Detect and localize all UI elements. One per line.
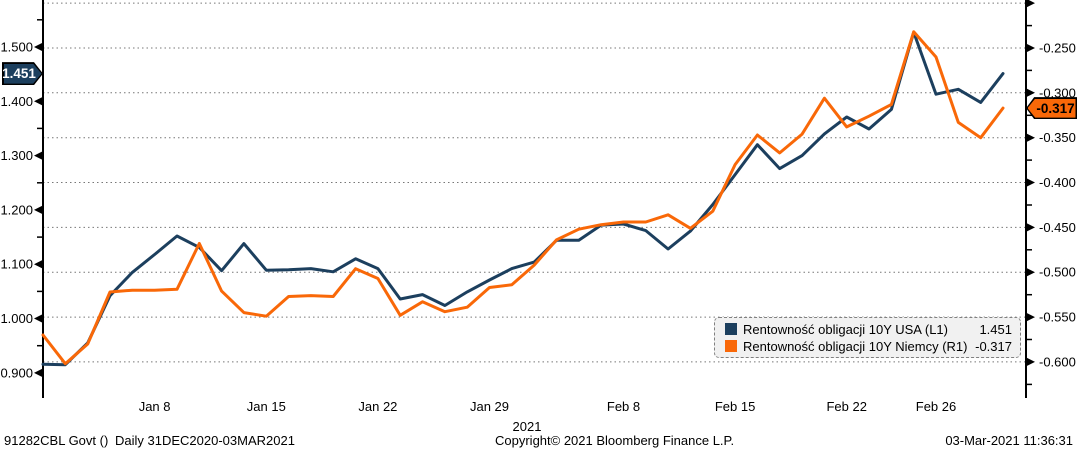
right-axis-tick-arrow-icon <box>1027 44 1035 52</box>
last-value-badge-germany: -0.317 <box>1026 97 1077 120</box>
right-axis-tick-label: -0.350 <box>1039 130 1076 145</box>
badge-germany-fill <box>1027 98 1076 118</box>
x-axis-tick-label: Feb 8 <box>607 399 640 414</box>
right-axis-tick-label: -0.600 <box>1039 354 1076 369</box>
period-range: Daily 31DEC2020-03MAR2021 <box>115 433 295 448</box>
badge-usa-fill <box>3 63 42 84</box>
badge-germany-value: -0.317 <box>1036 100 1075 116</box>
legend-value-germany: -0.317 <box>975 338 1012 354</box>
x-axis-tick-label: Feb 22 <box>826 399 866 414</box>
left-axis-tick-arrow-icon <box>34 43 42 51</box>
copyright-text: Copyright© 2021 Bloomberg Finance L.P. <box>495 433 735 448</box>
right-axis-tick-arrow-icon <box>1027 88 1035 97</box>
left-axis-tick-label: 1.300 <box>0 148 33 163</box>
last-value-badge-usa: 1.451 <box>2 62 43 86</box>
germany-series-swatch-icon <box>725 340 737 352</box>
right-axis-tick-arrow-icon <box>1027 178 1035 187</box>
x-axis-year-label: 2021 <box>512 419 542 434</box>
right-axis-tick-arrow-icon <box>1027 268 1035 277</box>
left-axis-tick-label: 1.000 <box>0 311 33 326</box>
legend: Rentowność obligacji 10Y USA (L1) 1.451 … <box>714 317 1021 358</box>
left-axis-tick-arrow-icon <box>34 151 42 160</box>
x-axis-tick-label: Feb 26 <box>916 399 956 414</box>
x-axis-tick-label: Jan 22 <box>358 399 397 414</box>
x-axis-tick-label: Jan 15 <box>247 399 286 414</box>
right-axis-tick-label: -0.450 <box>1039 220 1076 235</box>
right-axis-tick-arrow-icon <box>1027 357 1035 366</box>
right-axis-tick-label: -0.300 <box>1039 85 1076 100</box>
legend-label-germany: Rentowność obligacji 10Y Niemcy (R1) <box>743 338 968 354</box>
x-axis-tick-label: Jan 8 <box>139 399 171 414</box>
left-axis-tick-label: 0.900 <box>0 365 33 380</box>
left-axis-tick-arrow-icon <box>34 368 42 377</box>
right-axis-tick-label: -0.400 <box>1039 175 1076 190</box>
left-axis-tick-arrow-icon <box>34 260 42 269</box>
left-axis-tick-label: 1.100 <box>0 257 33 272</box>
right-axis-tick-arrow-icon <box>1027 0 1035 8</box>
x-axis-tick-label: Jan 29 <box>470 399 509 414</box>
series-line-germany <box>41 30 1005 366</box>
legend-item-germany[interactable]: Rentowność obligacji 10Y Niemcy (R1) -0.… <box>725 338 1012 355</box>
series-line-usa <box>41 30 1005 367</box>
right-axis-tick-arrow-icon <box>1027 313 1035 322</box>
left-axis-tick-arrow-icon <box>34 97 42 106</box>
legend-value-usa: 1.451 <box>979 321 1012 337</box>
security-id: 91282CBL Govt () <box>4 433 109 448</box>
right-axis-tick-arrow-icon <box>1027 223 1035 232</box>
timestamp: 03-Mar-2021 11:36:31 <box>945 433 1073 448</box>
left-axis-tick-label: 1.400 <box>0 94 33 109</box>
usa-series-swatch-icon <box>725 323 737 335</box>
right-axis-tick-label: -0.250 <box>1039 41 1076 56</box>
right-axis-tick-arrow-icon <box>1027 133 1035 142</box>
left-axis-tick-label: 1.200 <box>0 202 33 217</box>
footer-bar: 91282CBL Govt () Daily 31DEC2020-03MAR20… <box>0 433 1077 452</box>
left-axis-tick-arrow-icon <box>34 314 42 323</box>
right-axis-tick-label: -0.550 <box>1039 310 1076 325</box>
legend-label-usa: Rentowność obligacji 10Y USA (L1) <box>743 321 948 337</box>
left-axis-tick-arrow-icon <box>34 205 42 214</box>
x-axis-tick-label: Feb 15 <box>715 399 755 414</box>
left-axis-tick-label: 1.500 <box>0 40 33 55</box>
legend-item-usa[interactable]: Rentowność obligacji 10Y USA (L1) 1.451 <box>725 321 1012 338</box>
right-axis-tick-label: -0.500 <box>1039 265 1076 280</box>
badge-usa-value: 1.451 <box>2 66 36 82</box>
